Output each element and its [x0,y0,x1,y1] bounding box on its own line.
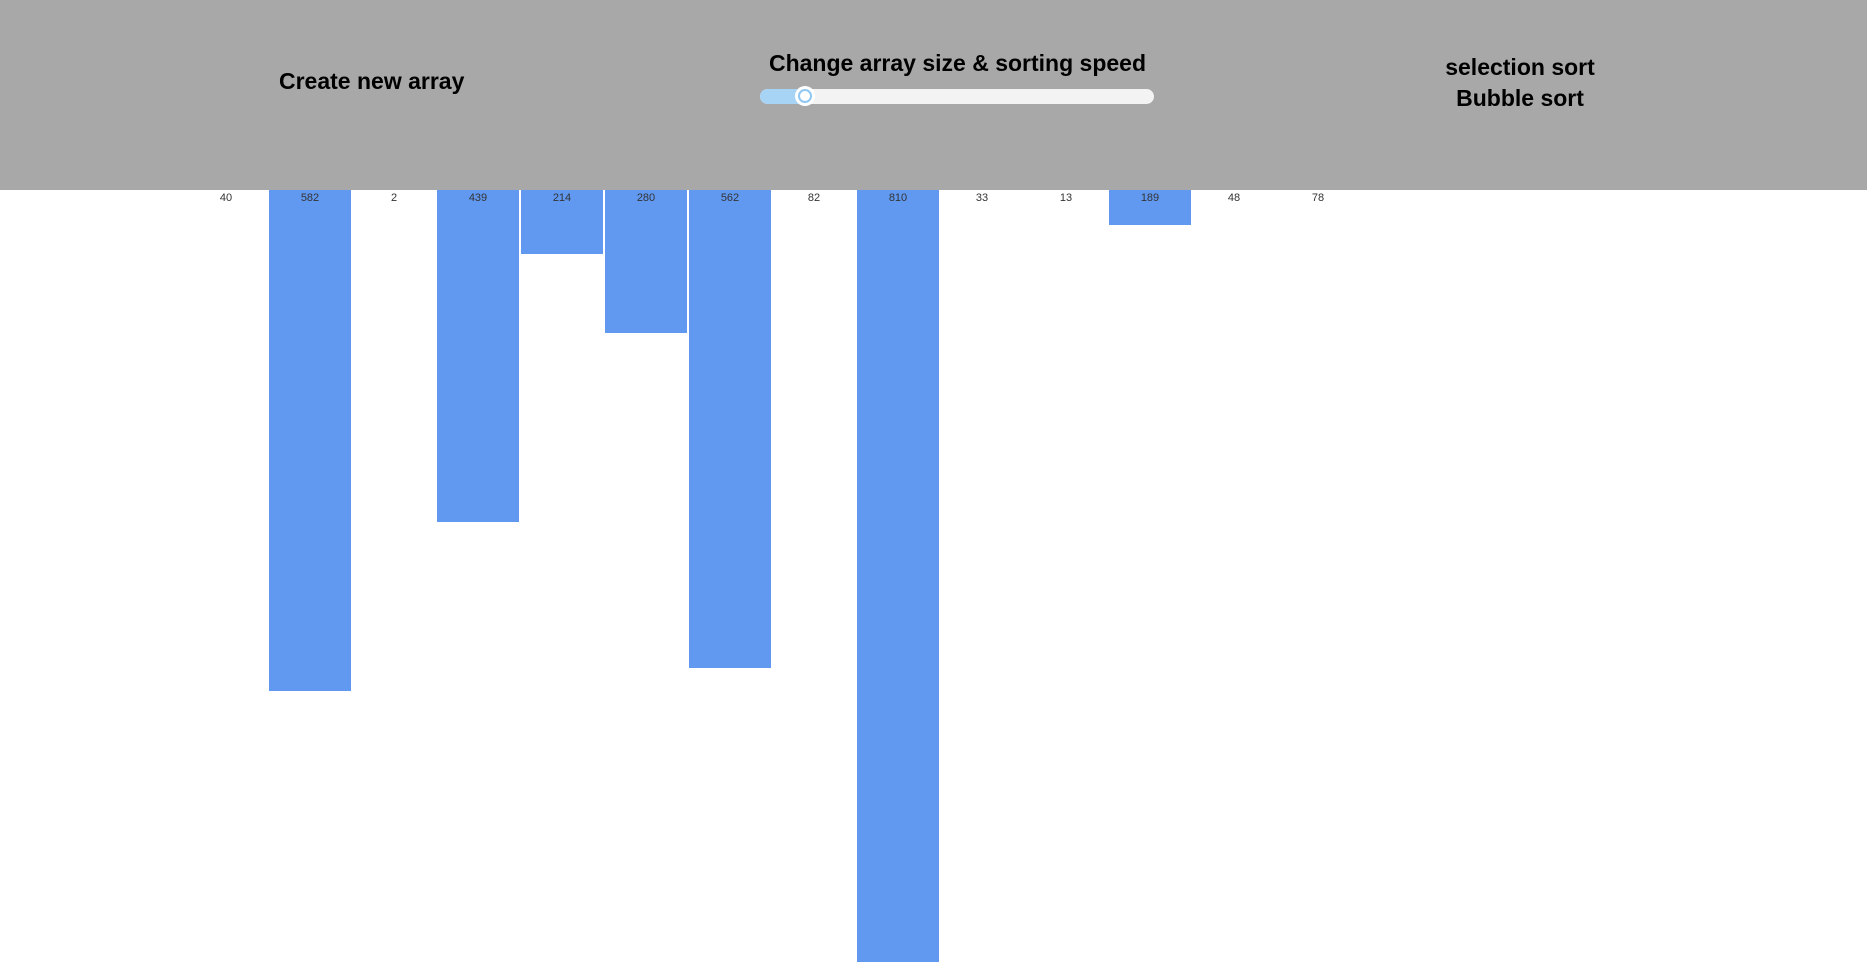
bubble-sort-button[interactable]: Bubble sort [1456,85,1584,111]
bar-value-label: 33 [975,192,989,204]
size-speed-slider[interactable] [760,86,1154,106]
bar-value-label: 280 [636,192,656,204]
bar-value-label: 439 [468,192,488,204]
bar-value-label: 48 [1227,192,1241,204]
bar-value-label: 82 [807,192,821,204]
toolbar: Create new array Change array size & sor… [0,0,1867,190]
bar-value-label: 562 [720,192,740,204]
bar-value-label: 582 [300,192,320,204]
selection-sort-button[interactable]: selection sort [1445,54,1595,80]
bar-value-label: 214 [552,192,572,204]
create-new-array-button[interactable]: Create new array [279,68,465,94]
slider-title: Change array size & sorting speed [768,50,1147,76]
bar-value-label: 40 [219,192,233,204]
slider-thumb[interactable] [795,86,815,106]
sorting-algorithms: selection sort Bubble sort [1400,52,1640,114]
bar-value-label: 810 [888,192,908,204]
size-speed-control: Change array size & sorting speed [760,50,1155,106]
bar-value-label: 13 [1059,192,1073,204]
bar-value-label: 189 [1140,192,1160,204]
slider-fill [760,89,805,104]
bar-value-label: 2 [390,192,398,204]
bar-value-label: 78 [1311,192,1325,204]
